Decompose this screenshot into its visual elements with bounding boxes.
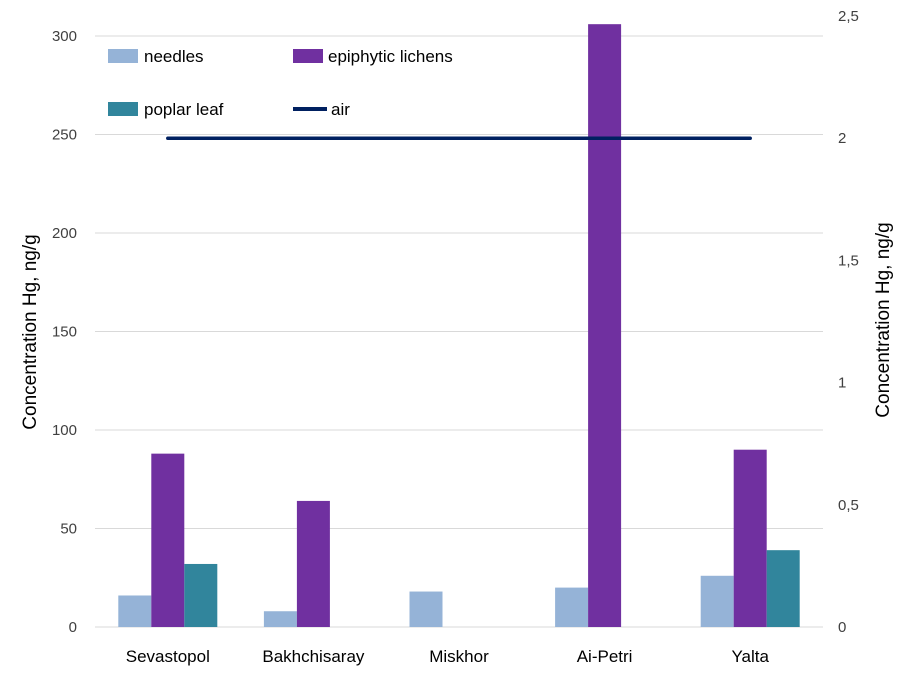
x-tick-label: Ai-Petri: [577, 647, 633, 666]
category-labels: Sevastopol Bakhchisaray Miskhor Ai-Petri Yal…: [126, 647, 770, 666]
bar-needles-sevastopol: [118, 595, 152, 627]
x-tick-label: Yalta: [731, 647, 769, 666]
y2-axis-title: Concentration Hg, ng/g: [873, 222, 894, 417]
y-axis-title: Concentration Hg, ng/g: [20, 234, 41, 429]
legend-swatch-needles: [108, 49, 138, 63]
bars: [118, 24, 800, 628]
bar-needles-ai-petri: [555, 587, 589, 627]
bar-poplar-leaf-yalta: [766, 550, 800, 627]
legend-label-air: air: [331, 100, 350, 119]
y-tick-label: 200: [52, 225, 77, 242]
bar-needles-miskhor: [409, 591, 443, 627]
y2-tick-label: 2,5: [838, 8, 859, 25]
bar-needles-yalta: [700, 575, 734, 627]
left-axis-ticks: 0 50 100 150 200 250 300: [52, 28, 77, 636]
y2-tick-label: 0,5: [838, 497, 859, 514]
y2-tick-label: 1,5: [838, 252, 859, 269]
y2-tick-label: 0: [838, 619, 846, 636]
gridlines: [95, 35, 823, 628]
y-tick-label: 300: [52, 28, 77, 45]
bar-epiphytic-lichens-sevastopol: [151, 453, 185, 627]
legend: needles epiphytic lichens poplar leaf ai…: [108, 47, 453, 119]
y2-tick-label: 1: [838, 375, 846, 392]
x-tick-label: Sevastopol: [126, 647, 210, 666]
legend-swatch-epiphytic-lichens: [293, 49, 323, 63]
legend-label-poplar-leaf: poplar leaf: [144, 100, 224, 119]
bar-poplar-leaf-sevastopol: [184, 563, 218, 627]
legend-swatch-air: [293, 107, 327, 111]
x-tick-label: Bakhchisaray: [262, 647, 365, 666]
bar-needles-bakhchisaray: [263, 611, 297, 627]
y-tick-label: 150: [52, 324, 77, 341]
legend-label-epiphytic-lichens: epiphytic lichens: [328, 47, 453, 66]
y-tick-label: 0: [69, 619, 77, 636]
y-tick-label: 250: [52, 127, 77, 144]
right-axis-ticks: 0 0,5 1 1,5 2 2,5: [838, 8, 859, 636]
y-tick-label: 100: [52, 422, 77, 439]
legend-label-needles: needles: [144, 47, 204, 66]
x-tick-label: Miskhor: [429, 647, 489, 666]
legend-swatch-poplar-leaf: [108, 102, 138, 116]
bar-epiphytic-lichens-bakhchisaray: [296, 500, 330, 627]
bar-epiphytic-lichens-yalta: [733, 449, 767, 627]
bar-epiphytic-lichens-ai-petri: [588, 24, 622, 628]
y-tick-label: 50: [60, 521, 77, 538]
y2-tick-label: 2: [838, 130, 846, 147]
